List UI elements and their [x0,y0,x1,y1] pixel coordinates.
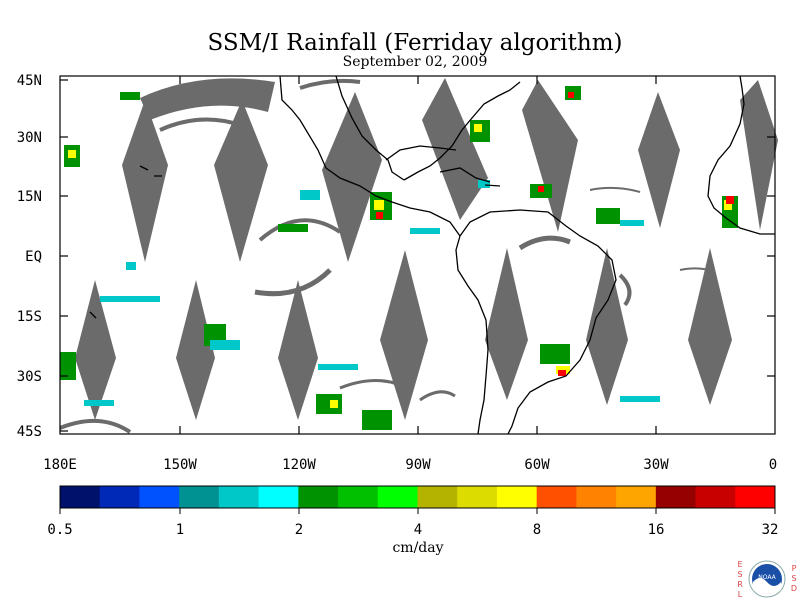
rainfall-patches [60,86,738,430]
lon-label-30w: 30W [643,457,669,473]
colorbar-tick-label: 16 [647,522,665,538]
lat-label-30s: 30S [16,369,42,385]
logo-letter-e: E [737,560,743,569]
colorbar-swatch [536,486,577,508]
colorbar-swatch [417,486,458,508]
data-gap-swaths [59,78,778,434]
colorbar-swatch [179,486,220,508]
lat-label-eq: EQ [25,249,42,265]
axis-ticks [60,76,775,434]
colorbar-tick-label: 1 [175,522,185,538]
colorbar-swatch [695,486,736,508]
logo-letter-d: D [790,584,798,593]
colorbar-tick-label: 0.5 [47,522,73,538]
lat-label-15s: 15S [16,309,42,325]
colorbar-swatch [298,486,339,508]
data-gap-diamond [214,100,268,262]
lon-label-90w: 90W [405,457,431,473]
data-gap-diamond [75,280,116,420]
colorbar-swatch [735,486,776,508]
colorbar-swatch [496,486,538,508]
colorbar-swatch [457,486,498,508]
data-gap-diamond [278,280,318,420]
lon-label-180e: 180E [43,457,77,473]
noaa-emblem-icon: NOAA [748,560,786,598]
data-gap-diamond [122,100,168,262]
colorbar-tick-label: 4 [413,522,423,538]
lat-label-15n: 15N [16,189,42,205]
data-gap-diamond [176,280,215,420]
coastlines [89,75,775,435]
colorbar-swatch [338,486,379,508]
lat-label-30n: 30N [16,130,42,146]
data-gap-diamond [688,248,732,405]
noaa-badge-text: NOAA [758,574,776,581]
colorbar-swatch [60,486,101,508]
colorbar-tick-label: 32 [761,522,779,538]
data-gap-diamond [522,80,578,232]
colorbar-swatch [258,486,299,508]
data-gap-diamond [638,92,680,228]
logo-letter-s2: S [791,574,797,583]
logo-letter-r: R [737,580,743,589]
colorbar-tick-label: 2 [294,522,304,538]
chart-date: September 02, 2009 [342,54,488,70]
data-gap-diamond [586,248,628,405]
colorbar-swatch [218,486,260,508]
lat-label-45s: 45S [16,424,42,440]
colorbar-swatch [139,486,180,508]
colorbar-swatch [576,486,617,508]
data-gap-arc [140,78,275,120]
data-gap-diamond [380,250,428,420]
lon-label-150w: 150W [163,457,197,473]
colorbar-swatch [377,486,418,508]
lon-label-0: 0 [768,457,778,473]
data-gap-diamond [485,248,528,400]
logo-letter-p: P [791,564,797,573]
colorbar [59,485,776,514]
lon-label-120w: 120W [282,457,316,473]
noaa-esrl-psd-logo: E S R L NOAA P S D [734,558,800,600]
colorbar-swatch [616,486,657,508]
data-gap-diamond [322,92,382,262]
colorbar-units: cm/day [392,540,444,556]
data-gap-diamond [740,80,778,230]
colorbar-tick-label: 8 [532,522,542,538]
lon-label-60w: 60W [524,457,550,473]
lat-label-45n: 45N [16,73,42,89]
colorbar-swatch [99,486,140,508]
data-gap-diamond [422,78,488,220]
logo-letter-l: L [737,590,743,599]
colorbar-swatch [655,486,697,508]
logo-letter-s: S [737,570,743,579]
chart-title: SSM/I Rainfall (Ferriday algorithm) [207,30,623,56]
